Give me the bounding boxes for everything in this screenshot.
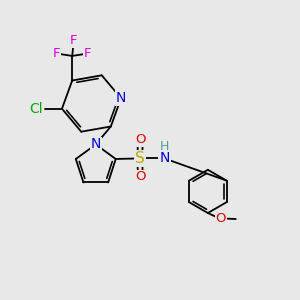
Text: O: O <box>135 170 146 184</box>
Text: F: F <box>84 47 92 60</box>
Text: F: F <box>53 47 60 60</box>
Text: S: S <box>135 151 145 166</box>
Text: O: O <box>135 133 146 146</box>
Text: Cl: Cl <box>29 102 43 116</box>
Text: N: N <box>159 152 170 165</box>
Text: N: N <box>116 91 126 105</box>
Text: F: F <box>70 34 77 47</box>
Text: N: N <box>91 137 101 152</box>
Text: H: H <box>160 140 169 154</box>
Text: O: O <box>215 212 226 225</box>
